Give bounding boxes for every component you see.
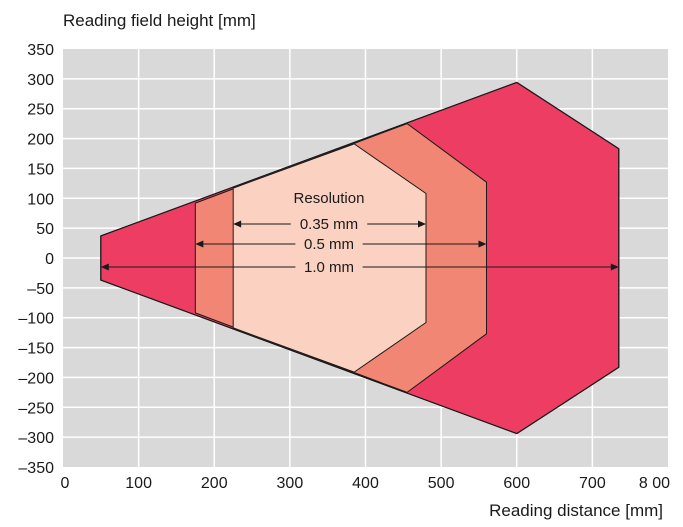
field-outline [100, 81, 620, 435]
y-tick-label: –150 [18, 341, 54, 358]
y-tick-label: –200 [18, 370, 54, 387]
y-tick-label: 150 [27, 161, 54, 178]
resolution-label: 0.5 mm [304, 236, 354, 253]
y-tick-label: 350 [27, 42, 54, 59]
x-tick-label: 8 00 [639, 475, 670, 492]
y-tick-label: 200 [27, 132, 54, 149]
arrowhead-left [100, 263, 109, 271]
y-tick-label: –50 [27, 281, 54, 298]
y-tick-label: –250 [18, 400, 54, 417]
x-tick-label: 700 [579, 475, 606, 492]
y-tick-label: 0 [45, 251, 54, 268]
field-region-2 [232, 143, 427, 373]
x-tick-label: 500 [428, 475, 455, 492]
y-tick-label: 300 [27, 72, 54, 89]
arrowhead-right [418, 220, 426, 228]
x-tick-labels: 0 100 200 300 400 500 600 700 8 00 [61, 475, 671, 492]
y-tick-label: –350 [18, 460, 54, 477]
x-tick-label: 400 [352, 475, 379, 492]
x-tick-label: 0 [61, 475, 70, 492]
resolution-arrow-1: 0.5 mm [195, 236, 487, 253]
x-tick-label: 300 [277, 475, 304, 492]
resolution-arrows: 0.35 mm 0.5 mm 1.0 mm [100, 216, 619, 276]
arrowhead-right [610, 263, 619, 271]
field-regions [100, 81, 620, 435]
y-axis-title: Reading field height [mm] [63, 11, 256, 30]
y-tick-label: –100 [18, 311, 54, 328]
resolution-label: 0.35 mm [300, 216, 358, 233]
x-tick-label: 200 [201, 475, 228, 492]
resolution-arrow-2: 0.35 mm [233, 216, 426, 233]
y-tick-label: 250 [27, 102, 54, 119]
resolution-label: 1.0 mm [304, 259, 354, 276]
arrowhead-right [478, 240, 487, 248]
y-tick-labels: 350 300 250 200 150 100 50 0 –50 –100 –150 –200 –250… [18, 42, 54, 477]
x-axis-title: Reading distance [mm] [489, 501, 663, 520]
resolution-arrow-0: 1.0 mm [100, 259, 619, 276]
x-tick-label: 100 [125, 475, 152, 492]
arrowhead-left [195, 240, 204, 248]
y-tick-label: 100 [27, 191, 54, 208]
y-tick-label: –300 [18, 430, 54, 447]
resolution-title: Resolution [294, 190, 365, 207]
y-tick-label: 50 [36, 221, 54, 238]
x-tick-label: 600 [503, 475, 530, 492]
arrowhead-left [233, 220, 242, 228]
